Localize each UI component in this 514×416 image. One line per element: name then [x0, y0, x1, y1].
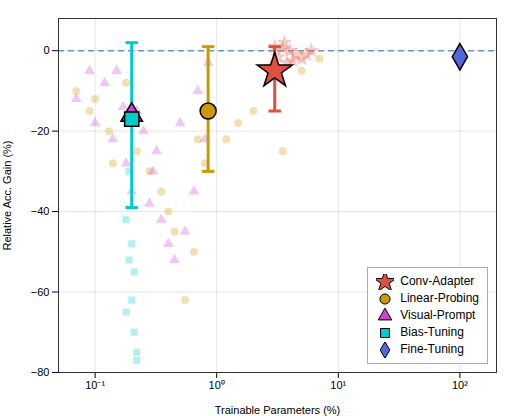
html-text:Visual-Prompt: Visual-Prompt [400, 308, 476, 322]
html-text:Fine-Tuning: Fine-Tuning [400, 342, 464, 356]
svg-text:10²: 10² [452, 379, 468, 391]
html-text:Linear-Probing: Linear-Probing [400, 291, 479, 305]
html-text:Bias-Tuning: Bias-Tuning [400, 325, 464, 339]
svg-text:0: 0 [43, 44, 49, 56]
svg-text:10¹: 10¹ [330, 379, 346, 391]
svg-text:10⁻¹: 10⁻¹ [85, 379, 105, 391]
svg-text:−40: −40 [31, 205, 50, 217]
html-text:Conv-Adapter: Conv-Adapter [400, 274, 475, 288]
svg-text:−60: −60 [31, 286, 50, 298]
svg-text:Trainable Parameters (%): Trainable Parameters (%) [215, 404, 341, 416]
svg-text:−20: −20 [31, 125, 50, 137]
svg-text:−80: −80 [31, 366, 50, 378]
svg-text:10⁰: 10⁰ [209, 379, 225, 391]
svg-text:Relative Acc. Gain (%): Relative Acc. Gain (%) [1, 140, 13, 250]
